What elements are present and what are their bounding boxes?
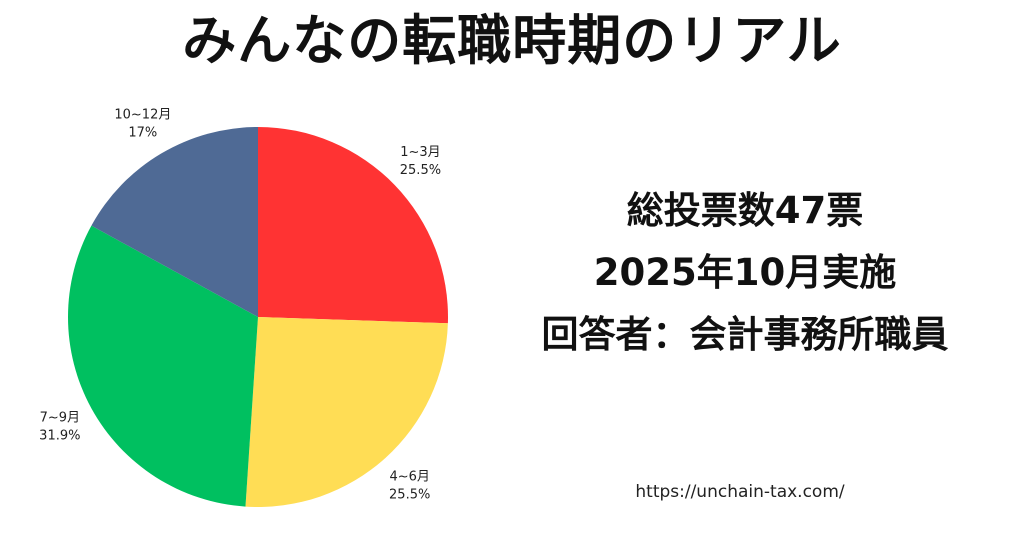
pie-slice-4 xyxy=(91,127,258,317)
slice-name-3: 7~9月 xyxy=(40,411,80,426)
slice-label-1: 1~3月 25.5% xyxy=(400,145,441,178)
slice-name-2: 4~6月 xyxy=(389,470,429,485)
slice-name-4: 10~12月 xyxy=(114,108,171,123)
slice-label-2: 4~6月 25.5% xyxy=(389,470,430,503)
slice-percent-3: 31.9% xyxy=(39,429,80,444)
pie-chart: 1~3月 25.5% 4~6月 25.5% 7~9月 31.9% 10~12月 17% xyxy=(39,108,448,507)
pie-slice-3 xyxy=(67,225,258,507)
survey-info: 総投票数47票 2025年10月実施 回答者：会計事務所職員 xyxy=(470,180,1020,366)
pie-slices xyxy=(67,127,448,507)
slice-percent-2: 25.5% xyxy=(389,488,430,503)
source-url: https://unchain-tax.com/ xyxy=(635,482,845,502)
pie-labels: 1~3月 25.5% 4~6月 25.5% 7~9月 31.9% 10~12月 17% xyxy=(39,108,441,503)
vote-count-text: 総投票数47票 xyxy=(626,189,864,232)
slice-name-1: 1~3月 xyxy=(400,145,440,160)
slice-percent-1: 25.5% xyxy=(400,163,441,178)
slice-percent-4: 17% xyxy=(128,126,157,141)
chart-title: みんなの転職時期のリアル xyxy=(182,9,842,72)
respondent-text: 回答者：会計事務所職員 xyxy=(541,313,949,356)
slice-label-4: 10~12月 17% xyxy=(114,108,171,141)
pie-slice-2 xyxy=(245,317,448,507)
pie-slice-1 xyxy=(258,127,448,324)
slice-label-3: 7~9月 31.9% xyxy=(39,411,80,444)
survey-date-text: 2025年10月実施 xyxy=(593,251,897,294)
